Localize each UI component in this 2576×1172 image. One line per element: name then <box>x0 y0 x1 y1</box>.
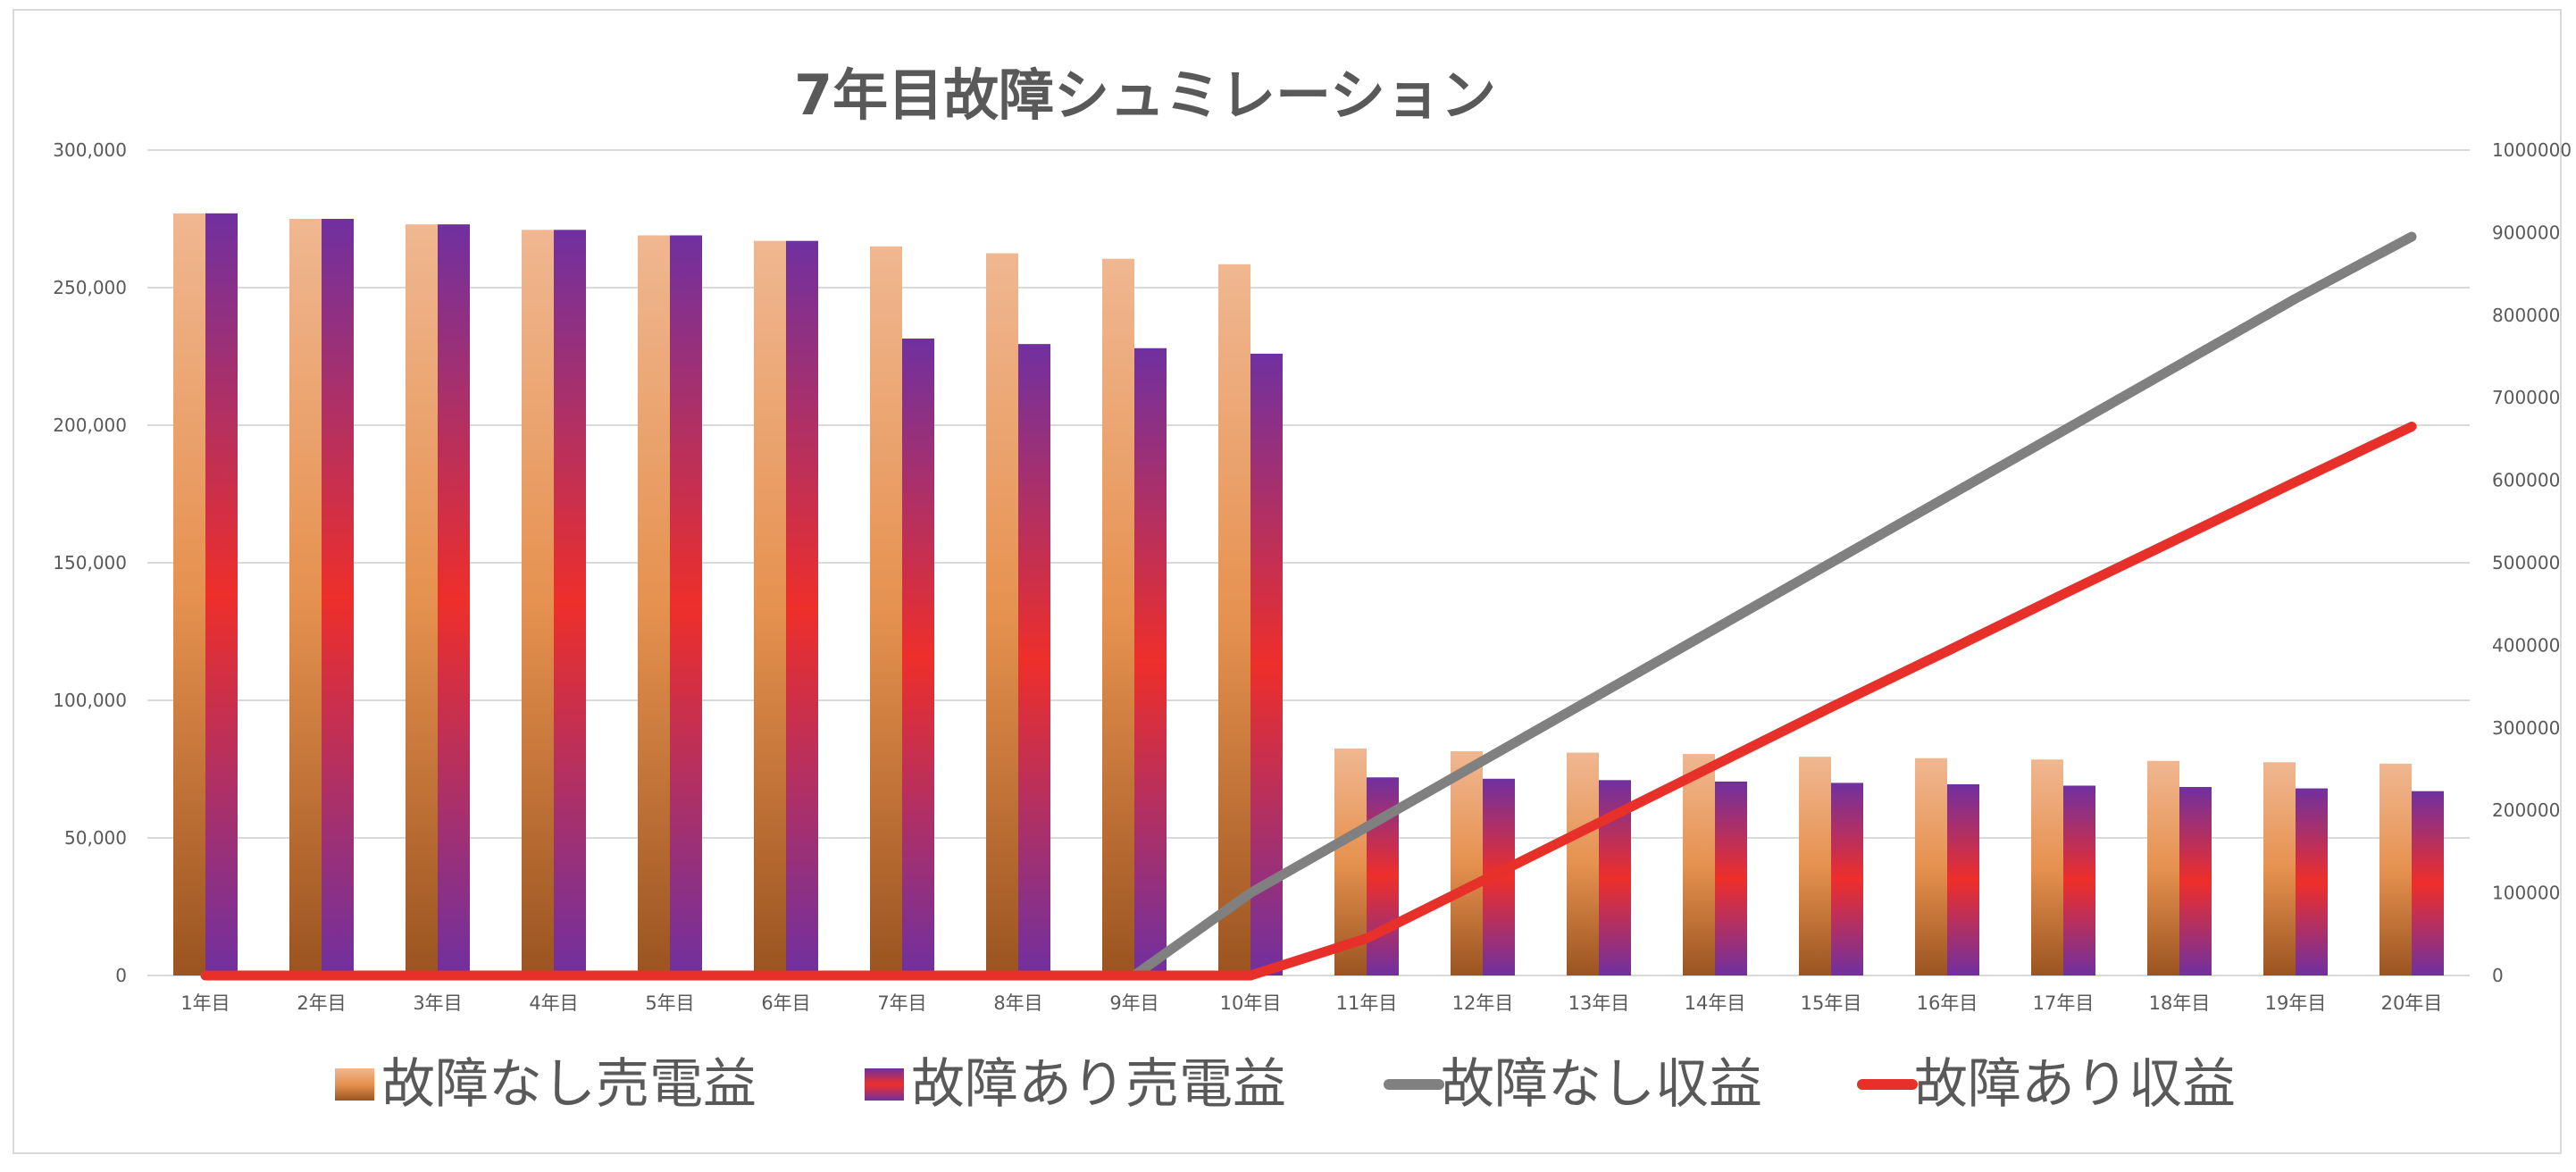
line-series <box>200 231 2417 981</box>
line-failure-profit <box>200 422 2417 981</box>
legend-label: 故障なし売電益 <box>381 1053 757 1116</box>
bar-failure-20 <box>2412 791 2444 975</box>
left-tick-label: 100,000 <box>53 690 127 711</box>
right-tick-label: 200000 <box>2492 799 2560 821</box>
bar-failure-15 <box>1831 783 1863 975</box>
left-tick-label: 0 <box>115 965 127 986</box>
legend-swatch <box>335 1068 374 1101</box>
x-tick-label: 11年目 <box>1336 992 1398 1014</box>
x-tick-label: 5年目 <box>645 992 694 1014</box>
legend-label: 故障あり収益 <box>1914 1053 2236 1116</box>
chart-title: 7年目故障シュミレーション <box>794 63 1496 128</box>
x-tick-label: 18年目 <box>2149 992 2211 1014</box>
bar-no-failure-20 <box>2379 763 2412 975</box>
right-tick-label: 700000 <box>2492 387 2560 408</box>
bar-failure-2 <box>322 219 354 975</box>
x-tick-label: 19年目 <box>2265 992 2327 1014</box>
chart-frame <box>13 9 2562 1154</box>
bar-no-failure-8 <box>986 253 1018 975</box>
x-tick-label: 8年目 <box>993 992 1042 1014</box>
bar-no-failure-3 <box>406 224 438 975</box>
x-tick-label: 7年目 <box>877 992 926 1014</box>
x-tick-label: 10年目 <box>1220 992 1282 1014</box>
left-tick-label: 250,000 <box>53 277 127 298</box>
x-tick-label: 12年目 <box>1452 992 1514 1014</box>
right-tick-label: 900000 <box>2492 222 2560 243</box>
bar-failure-1 <box>205 213 238 976</box>
left-tick-label: 150,000 <box>53 552 127 573</box>
legend-label: 故障あり売電益 <box>911 1053 1286 1116</box>
bar-failure-16 <box>1947 783 1979 975</box>
x-tick-label: 14年目 <box>1685 992 1746 1014</box>
bar-no-failure-10 <box>1218 264 1250 975</box>
bar-failure-14 <box>1715 781 1747 975</box>
bar-no-failure-15 <box>1799 757 1831 975</box>
x-tick-label: 2年目 <box>297 992 346 1014</box>
legend-swatch <box>865 1068 904 1101</box>
bar-failure-17 <box>2063 785 2095 975</box>
bar-no-failure-7 <box>870 246 902 975</box>
bar-failure-8 <box>1018 344 1050 975</box>
bar-failure-7 <box>902 338 934 976</box>
bar-no-failure-9 <box>1102 258 1134 975</box>
bar-failure-4 <box>554 230 586 975</box>
legend: 故障なし売電益 故障あり売電益 故障なし収益 故障あり収益 <box>335 1053 2236 1116</box>
bar-no-failure-14 <box>1683 754 1715 975</box>
bar-no-failure-1 <box>173 213 205 976</box>
bar-no-failure-16 <box>1915 758 1947 975</box>
bar-failure-3 <box>438 224 470 975</box>
bar-series <box>173 213 2444 976</box>
bar-no-failure-6 <box>754 240 786 975</box>
left-tick-label: 200,000 <box>53 414 127 436</box>
x-axis-ticks: 1年目 2年目 3年目 4年目 5年目 6年目 7年目 8年目 9年目 10年目 11年目 12年目 1… <box>180 992 2442 1014</box>
bar-no-failure-19 <box>2263 762 2296 975</box>
legend-label: 故障なし収益 <box>1441 1053 1762 1116</box>
bar-no-failure-4 <box>522 230 554 975</box>
bar-no-failure-2 <box>289 219 322 975</box>
right-axis-ticks: 0 100000 200000 300000 400000 500000 600000 700… <box>2492 139 2572 986</box>
right-tick-label: 400000 <box>2492 634 2560 656</box>
x-tick-label: 13年目 <box>1568 992 1630 1014</box>
right-tick-label: 1000000 <box>2492 139 2572 161</box>
left-tick-label: 300,000 <box>53 139 127 161</box>
bar-failure-10 <box>1250 353 1283 975</box>
bar-no-failure-18 <box>2147 760 2179 975</box>
x-tick-label: 6年目 <box>761 992 810 1014</box>
bar-failure-5 <box>670 235 702 976</box>
x-tick-label: 16年目 <box>1917 992 1978 1014</box>
x-tick-label: 1年目 <box>180 992 230 1014</box>
x-tick-label: 9年目 <box>1109 992 1158 1014</box>
bar-failure-18 <box>2179 787 2212 975</box>
x-tick-label: 15年目 <box>1801 992 1862 1014</box>
bar-no-failure-13 <box>1567 752 1599 975</box>
left-axis-ticks: 0 50,000 100,000 150,000 200,000 250,000 300,0… <box>53 139 127 986</box>
right-tick-label: 0 <box>2492 965 2504 986</box>
right-tick-label: 100000 <box>2492 883 2560 904</box>
bar-no-failure-5 <box>638 235 670 976</box>
right-tick-label: 600000 <box>2492 470 2560 491</box>
bar-no-failure-12 <box>1451 750 1483 975</box>
bar-no-failure-17 <box>2031 759 2063 975</box>
right-tick-label: 300000 <box>2492 717 2560 739</box>
bar-failure-19 <box>2296 788 2328 975</box>
x-tick-label: 20年目 <box>2381 992 2443 1014</box>
bar-failure-9 <box>1134 347 1167 975</box>
left-tick-label: 50,000 <box>64 827 127 849</box>
x-tick-label: 4年目 <box>529 992 578 1014</box>
bar-failure-6 <box>786 240 818 975</box>
x-tick-label: 3年目 <box>413 992 462 1014</box>
x-tick-label: 17年目 <box>2033 992 2095 1014</box>
right-tick-label: 500000 <box>2492 552 2560 573</box>
right-tick-label: 800000 <box>2492 305 2560 326</box>
